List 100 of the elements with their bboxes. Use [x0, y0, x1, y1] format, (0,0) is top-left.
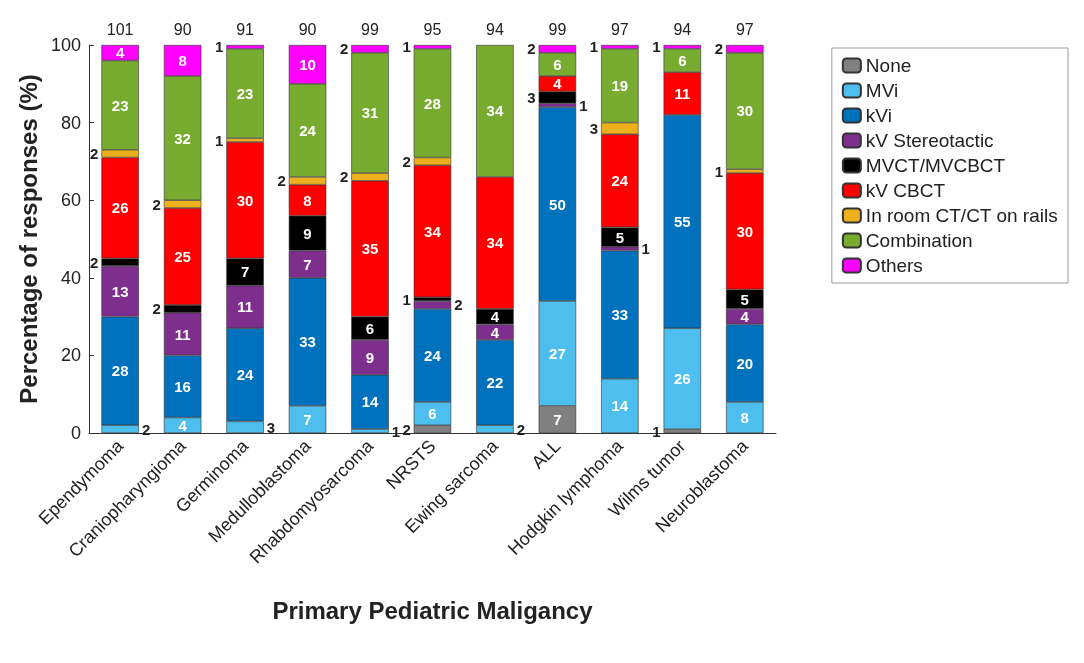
data-label: 24: [424, 346, 442, 364]
data-label: 11: [174, 325, 191, 343]
data-label: 24: [236, 366, 255, 384]
data-label: 7: [240, 263, 250, 281]
data-label: 4: [178, 416, 188, 434]
legend-label: kVi: [865, 105, 892, 126]
data-label: 2: [277, 172, 286, 190]
text: 97: [735, 20, 754, 38]
data-label: 33: [611, 306, 629, 324]
data-label: 4: [553, 75, 563, 93]
data-label: 24: [611, 172, 629, 190]
y-tick-label: 40: [60, 267, 81, 288]
data-label: 50: [549, 195, 566, 213]
data-label: 3: [527, 88, 536, 106]
data-label: 32: [174, 129, 191, 147]
data-label: 2: [339, 168, 349, 186]
data-label: 1: [714, 162, 724, 180]
data-label: 19: [611, 77, 629, 95]
data-label: 2: [714, 40, 724, 58]
data-label: 7: [553, 410, 562, 428]
data-label: 23: [111, 96, 129, 114]
data-label: 1: [652, 38, 661, 56]
data-label: 9: [365, 348, 375, 366]
legend-label: Others: [865, 255, 923, 276]
data-label: 6: [553, 55, 562, 73]
text: 91: [236, 20, 255, 38]
data-label: 1: [215, 38, 224, 56]
data-label: 5: [740, 290, 749, 308]
bar: [226, 48, 264, 139]
data-label: 22: [486, 374, 504, 392]
data-label: 10: [299, 55, 316, 73]
legend-label: None: [865, 55, 912, 76]
data-label: 34: [486, 102, 504, 120]
data-label: 2: [152, 300, 161, 318]
legend-label: MVi: [865, 80, 899, 101]
data-label: 23: [236, 85, 254, 102]
data-label: 7: [303, 410, 312, 428]
text: 90: [298, 20, 317, 38]
y-tick-label: 60: [60, 190, 81, 211]
data-label: 4: [115, 44, 125, 62]
data-label: 2: [90, 253, 99, 271]
data-label: 28: [111, 362, 129, 380]
text: 95: [423, 20, 442, 38]
data-label: 20: [736, 354, 754, 372]
data-label: 14: [611, 397, 629, 415]
y-tick-label: 0: [70, 423, 81, 443]
data-label: 1: [579, 96, 588, 114]
data-label: 2: [152, 195, 161, 213]
data-label: 34: [424, 222, 442, 240]
data-label: 1: [589, 38, 599, 56]
y-tick-label: 20: [60, 345, 81, 366]
data-label: 14: [361, 393, 379, 411]
data-label: 30: [236, 191, 254, 209]
data-label: 28: [424, 94, 441, 112]
data-label: 8: [303, 191, 312, 209]
data-label: 2: [339, 40, 349, 58]
data-label: 1: [402, 38, 411, 56]
legend-label: kV Stereotactic: [865, 130, 994, 151]
data-label: 33: [299, 333, 316, 351]
data-label: 9: [303, 224, 312, 242]
data-label: 5: [615, 228, 625, 246]
y-tick-label: 100: [50, 35, 81, 55]
data-label: 11: [237, 298, 254, 316]
data-label: 27: [549, 344, 566, 362]
data-label: 3: [266, 418, 276, 436]
data-label: 1: [641, 240, 650, 258]
data-label: 4: [490, 323, 500, 341]
data-label: 1: [215, 131, 224, 149]
data-label: 30: [736, 102, 754, 120]
text: 94: [673, 20, 692, 38]
data-label: 25: [174, 247, 191, 265]
data-label: 1: [402, 290, 411, 308]
data-label: 7: [303, 255, 312, 273]
data-label: 30: [736, 222, 754, 240]
legend-label: kV CBCT: [865, 180, 946, 201]
y-tick-label: 80: [60, 112, 81, 133]
data-label: 2: [527, 40, 536, 58]
data-label: 24: [299, 121, 317, 139]
data-label: 6: [678, 52, 687, 70]
text: 90: [173, 20, 192, 38]
data-label: 55: [673, 213, 691, 231]
data-label: 34: [486, 234, 504, 252]
data-label: 2: [454, 296, 463, 314]
text: 101: [106, 20, 134, 38]
data-label: 26: [111, 199, 129, 217]
data-label: 13: [111, 282, 129, 300]
data-label: 8: [740, 408, 749, 426]
data-label: 8: [178, 52, 187, 70]
data-label: 11: [674, 85, 691, 102]
text: 97: [610, 20, 629, 38]
data-label: 4: [490, 308, 500, 326]
data-label: 16: [174, 377, 191, 395]
data-label: 4: [740, 308, 750, 326]
text: 99: [361, 20, 380, 38]
data-label: 2: [402, 152, 411, 170]
data-label: 6: [365, 319, 375, 337]
data-label: 31: [361, 104, 379, 122]
legend-label: MVCT/MVCBCT: [865, 155, 1006, 176]
data-label: 3: [589, 119, 599, 137]
data-label: 6: [428, 405, 437, 423]
